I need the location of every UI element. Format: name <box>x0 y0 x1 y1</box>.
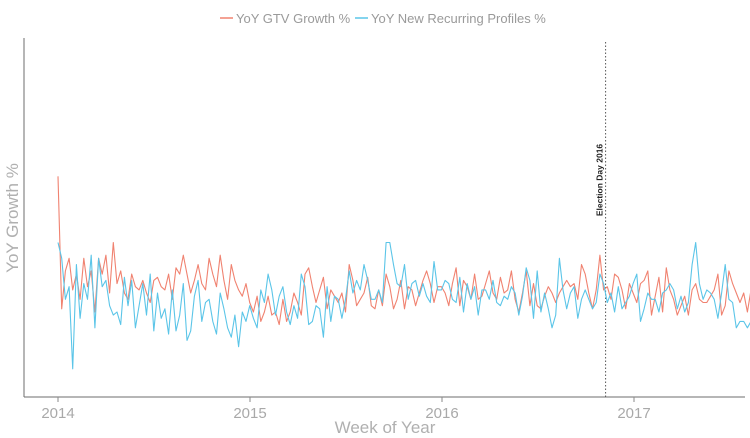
x-tick-label: 2017 <box>617 405 650 422</box>
x-axis-title: Week of Year <box>335 418 436 437</box>
series-layer <box>57 176 750 370</box>
x-tick-label: 2015 <box>233 405 266 422</box>
x-tick-label: 2016 <box>425 405 458 422</box>
legend-label-recurring: YoY New Recurring Profiles % <box>371 11 546 26</box>
legend-label-gtv: YoY GTV Growth % <box>236 11 351 26</box>
y-axis-title: YoY Growth % <box>3 163 22 273</box>
election-day-label: Election Day 2016 <box>595 144 605 217</box>
legend: YoY GTV Growth % YoY New Recurring Profi… <box>220 11 546 26</box>
series-line-recurring <box>57 241 750 370</box>
x-tick-label: 2014 <box>41 405 74 422</box>
x-ticks: 2014 2015 2016 2017 <box>41 397 651 422</box>
series-line-gtv <box>57 176 750 326</box>
